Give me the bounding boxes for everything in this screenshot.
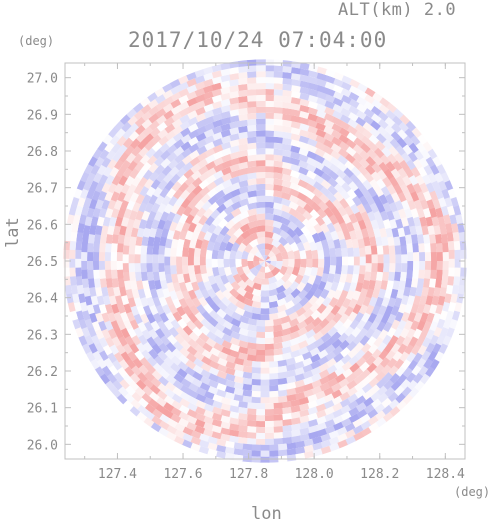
- x-axis-label: lon: [251, 504, 282, 524]
- datetime-title: 2017/10/24 07:04:00: [128, 28, 388, 52]
- y-tick-label: 26.6: [27, 218, 58, 233]
- x-tick-label: 127.6: [163, 467, 202, 482]
- y-tick-label: 26.3: [27, 328, 58, 343]
- x-tick-label: 127.8: [229, 467, 268, 482]
- y-tick-label: 26.4: [27, 292, 58, 307]
- x-tick-label: 128.0: [295, 467, 334, 482]
- y-axis-unit: (deg): [18, 34, 55, 48]
- y-tick-label: 26.5: [27, 255, 58, 270]
- altitude-label: ALT(km) 2.0: [338, 0, 457, 20]
- y-tick-label: 26.9: [27, 108, 58, 123]
- y-tick-label: 27.0: [27, 72, 58, 87]
- y-tick-label: 26.2: [27, 365, 58, 380]
- x-axis-unit: (deg): [454, 485, 491, 499]
- x-tick-label: 128.4: [426, 467, 465, 482]
- y-tick-label: 26.1: [27, 402, 58, 417]
- y-tick-label: 26.0: [27, 438, 58, 453]
- x-tick-label: 128.2: [360, 467, 399, 482]
- x-tick-label: 127.4: [98, 467, 137, 482]
- y-tick-label: 26.8: [27, 145, 58, 160]
- y-tick-label: 26.7: [27, 182, 58, 197]
- radar-field: [63, 59, 467, 463]
